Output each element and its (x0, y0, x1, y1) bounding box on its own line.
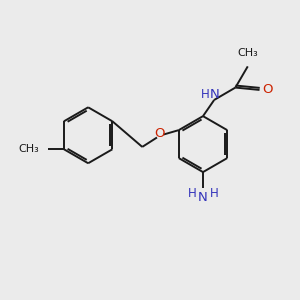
Text: O: O (154, 127, 165, 140)
Text: CH₃: CH₃ (19, 144, 40, 154)
Text: N: N (197, 190, 207, 204)
Text: H: H (201, 88, 210, 101)
Text: H: H (210, 187, 219, 200)
Text: O: O (262, 83, 273, 96)
Text: CH₃: CH₃ (237, 48, 258, 58)
Text: N: N (210, 88, 220, 101)
Text: H: H (188, 187, 196, 200)
